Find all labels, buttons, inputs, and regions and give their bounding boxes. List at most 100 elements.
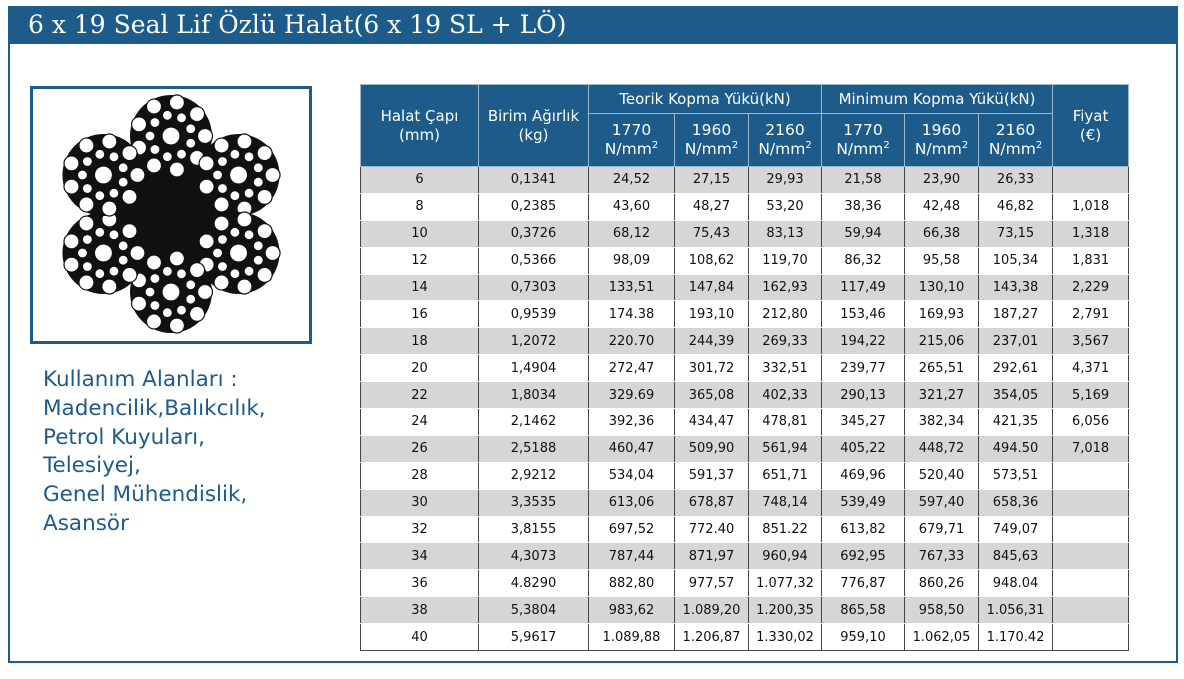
table-cell: 46,82	[978, 193, 1054, 221]
table-cell: 174.38	[588, 300, 675, 329]
table-cell: 329.69	[588, 381, 675, 410]
table-cell: 1.062,05	[904, 623, 980, 652]
table-cell: 1.200,35	[747, 596, 823, 625]
table-cell: 405,22	[821, 435, 906, 463]
table-cell	[1052, 542, 1130, 571]
table-cell: 75,43	[674, 220, 749, 248]
table-cell: 269,33	[747, 327, 823, 356]
table-cell: 448,72	[904, 435, 980, 463]
table-cell: 212,80	[747, 300, 823, 329]
table-cell: 98,09	[588, 247, 675, 275]
table-cell: 1,4904	[478, 354, 589, 383]
table-cell: 469,96	[821, 462, 906, 490]
table-cell: 434,47	[674, 408, 749, 436]
table-cell: 460,47	[588, 435, 675, 463]
table-cell: 959,10	[821, 623, 906, 652]
table-cell: 5,9617	[478, 623, 589, 652]
table-cell: 478,81	[747, 408, 823, 436]
table-cell: 7,018	[1052, 435, 1130, 463]
header-price: Fiyat (€)	[1052, 84, 1130, 167]
usage-heading: Kullanım Alanları :	[43, 367, 238, 392]
table-cell: 767,33	[904, 542, 980, 571]
table-cell: 292,61	[978, 354, 1054, 383]
table-cell: 272,47	[588, 354, 675, 383]
table-cell: 0,7303	[478, 274, 589, 302]
table-cell: 1.170.42	[978, 623, 1054, 652]
table-row: 22 1,8034 329.69 365,08 402,33 290,13 321,27 35…	[360, 381, 1130, 410]
table-cell: 38,36	[821, 193, 906, 221]
table-cell: 301,72	[674, 354, 749, 383]
table-cell: 787,44	[588, 542, 675, 571]
wire-rope-cross-section-icon	[62, 94, 281, 334]
table-cell: 133,51	[588, 274, 675, 302]
table-cell: 73,15	[978, 220, 1054, 248]
table-cell: 290,13	[821, 381, 906, 410]
table-cell	[1052, 166, 1130, 194]
table-cell: 30	[360, 489, 479, 517]
table-row: 32 3,8155 697,52 772.40 851.22 613,82 679,71 74…	[360, 516, 1130, 544]
table-cell: 697,52	[588, 516, 675, 544]
table-cell: 865,58	[821, 596, 906, 625]
header-grade: 1770 N/mm2	[588, 113, 675, 167]
table-cell: 1.089,20	[674, 596, 749, 625]
table-cell: 748,14	[747, 489, 823, 517]
table-cell: 29,93	[747, 166, 823, 194]
table-cell: 36	[360, 569, 479, 598]
table-cell: 851.22	[747, 516, 823, 544]
table-row: 40 5,9617 1.089,88 1.206,87 1.330,02 959,10 1.…	[360, 623, 1130, 652]
table-row: 26 2,5188 460,47 509,90 561,94 405,22 448,72 49…	[360, 435, 1130, 463]
table-cell: 1.330,02	[747, 623, 823, 652]
table-cell: 215,06	[904, 327, 980, 356]
table-cell: 1.077,32	[747, 569, 823, 598]
table-cell: 105,34	[978, 247, 1054, 275]
table-cell: 3,8155	[478, 516, 589, 544]
table-row: 38 5,3804 983,62 1.089,20 1.200,35 865,58 958,…	[360, 596, 1130, 625]
table-cell: 3,3535	[478, 489, 589, 517]
table-cell: 14	[360, 274, 479, 302]
table-cell: 0,9539	[478, 300, 589, 329]
table-cell: 2,5188	[478, 435, 589, 463]
table-cell: 958,50	[904, 596, 980, 625]
table-cell: 147,84	[674, 274, 749, 302]
table-cell: 658,36	[978, 489, 1054, 517]
table-cell: 32	[360, 516, 479, 544]
table-cell: 392,36	[588, 408, 675, 436]
table-cell: 382,34	[904, 408, 980, 436]
table-cell: 845,63	[978, 542, 1054, 571]
table-cell: 68,12	[588, 220, 675, 248]
header-theoretical-breaking-load: Teorik Kopma Yükü(kN)	[587, 84, 823, 114]
table-cell: 108,62	[674, 247, 749, 275]
usage-item: Madencilik,Balıkcılık,	[43, 395, 266, 421]
table-row: 8 0,2385 43,60 48,27 53,20 38,36 42,48 46,82 1,0…	[360, 193, 1130, 221]
table-row: 36 4.8290 882,80 977,57 1.077,32 776,87 860,26…	[360, 569, 1130, 598]
table-cell: 1,018	[1052, 193, 1130, 221]
table-cell: 591,37	[674, 462, 749, 490]
table-cell: 0,2385	[478, 193, 589, 221]
table-cell: 153,46	[821, 300, 906, 329]
table-cell: 2,229	[1052, 274, 1130, 302]
table-cell: 162,93	[747, 274, 823, 302]
table-cell: 613,06	[588, 489, 675, 517]
table-cell	[1052, 623, 1130, 652]
table-cell: 882,80	[588, 569, 675, 598]
table-row: 10 0,3726 68,12 75,43 83,13 59,94 66,38 73,15 1,…	[360, 220, 1130, 248]
table-cell: 977,57	[674, 569, 749, 598]
table-cell: 6,056	[1052, 408, 1130, 436]
table-cell: 402,33	[747, 381, 823, 410]
table-cell: 66,38	[904, 220, 980, 248]
table-row: 24 2,1462 392,36 434,47 478,81 345,27 382,34 42…	[360, 408, 1130, 436]
table-cell: 169,93	[904, 300, 980, 329]
table-row: 18 1,2072 220.70 244,39 269,33 194,22 215,06 23…	[360, 327, 1130, 356]
table-cell: 983,62	[588, 596, 675, 625]
table-cell: 651,71	[747, 462, 823, 490]
table-cell: 494.50	[978, 435, 1054, 463]
table-cell: 59,94	[821, 220, 906, 248]
table-cell: 0,5366	[478, 247, 589, 275]
table-cell: 130,10	[904, 274, 980, 302]
table-cell: 561,94	[747, 435, 823, 463]
table-cell: 1,2072	[478, 327, 589, 356]
table-cell: 692,95	[821, 542, 906, 571]
table-cell: 597,40	[904, 489, 980, 517]
page-title: 6 x 19 Seal Lif Özlü Halat(6 x 19 SL + L…	[28, 10, 567, 39]
table-cell: 534,04	[588, 462, 675, 490]
